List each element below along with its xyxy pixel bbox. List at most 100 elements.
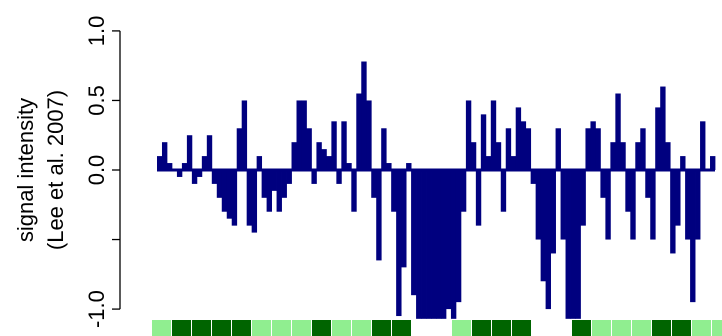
bar	[580, 170, 586, 226]
bar	[505, 128, 512, 170]
bar	[595, 128, 601, 170]
track-cell	[172, 320, 191, 336]
bar	[406, 163, 412, 170]
bar	[291, 142, 297, 170]
bar	[635, 142, 641, 170]
bar	[416, 170, 422, 319]
bar	[306, 128, 312, 170]
bar	[645, 170, 651, 198]
bar	[440, 170, 447, 319]
track-cell	[672, 320, 691, 336]
bar	[460, 170, 467, 212]
bar	[231, 170, 238, 226]
bar	[675, 170, 681, 226]
track-cell	[652, 320, 671, 336]
y-tick-label: -1.0	[84, 290, 109, 328]
track-cell	[292, 320, 311, 336]
bar	[535, 170, 542, 240]
y-axis-title: signal intensity	[13, 98, 38, 242]
bar	[470, 142, 477, 170]
bar	[376, 170, 382, 261]
bar	[500, 170, 507, 212]
track-cell	[232, 320, 251, 336]
bar	[401, 170, 407, 268]
bar	[351, 170, 357, 212]
bar	[246, 170, 253, 226]
bar	[660, 86, 666, 170]
y-axis-title: (Lee et al. 2007)	[43, 90, 68, 250]
bar	[191, 170, 198, 184]
track-cell	[152, 320, 171, 336]
bar	[450, 170, 457, 319]
bar	[510, 156, 517, 170]
bar	[271, 170, 277, 191]
track-cell	[252, 320, 271, 336]
bar	[670, 170, 676, 254]
bar	[411, 170, 417, 296]
bar	[371, 170, 377, 198]
bar	[655, 107, 661, 170]
bar	[161, 142, 168, 170]
track-cell	[692, 320, 711, 336]
bar	[700, 121, 706, 170]
bar	[211, 170, 218, 184]
bar	[530, 170, 537, 184]
track-cell	[472, 320, 491, 336]
bar	[216, 170, 223, 198]
bar	[336, 170, 342, 184]
bar	[391, 170, 397, 212]
bar	[455, 170, 462, 303]
track-cell	[332, 320, 351, 336]
bar	[356, 93, 362, 170]
track-cell	[492, 320, 511, 336]
bar	[326, 156, 332, 170]
bar	[520, 121, 527, 170]
track-cell	[192, 320, 211, 336]
bar	[381, 128, 387, 170]
track-cell	[512, 320, 531, 336]
bar	[605, 170, 611, 240]
bar	[690, 170, 696, 303]
bar	[181, 163, 188, 170]
bar	[331, 121, 337, 170]
track-cell	[612, 320, 631, 336]
bar	[685, 170, 691, 240]
bar	[386, 163, 392, 170]
bar	[236, 128, 243, 170]
bar	[286, 170, 292, 184]
bar	[176, 170, 183, 177]
bar	[555, 128, 561, 170]
track-cell	[412, 320, 431, 336]
y-tick-label: 0.5	[84, 85, 109, 116]
bar	[515, 107, 522, 170]
track-cell	[392, 320, 411, 336]
bar	[570, 170, 576, 319]
bar	[426, 170, 432, 319]
bar	[251, 170, 258, 233]
track-cell	[212, 320, 231, 336]
bar	[560, 170, 566, 240]
bar	[475, 170, 482, 226]
track-cell	[352, 320, 371, 336]
bar	[545, 170, 551, 310]
track-cell	[432, 320, 451, 336]
track-cell	[312, 320, 331, 336]
bar	[445, 170, 452, 310]
bar	[316, 142, 322, 170]
bar	[321, 149, 327, 170]
y-tick-label: 0.0	[84, 155, 109, 186]
bar	[480, 114, 487, 170]
track-cell	[712, 320, 722, 336]
bar	[346, 163, 352, 170]
bar	[625, 170, 631, 212]
bar	[226, 170, 233, 219]
bar	[525, 128, 532, 170]
y-tick-label: 1.0	[84, 16, 109, 47]
bar	[206, 135, 213, 170]
bar	[710, 156, 716, 170]
bar	[665, 142, 671, 170]
bar	[640, 128, 646, 170]
bar	[201, 156, 208, 170]
bar	[421, 170, 427, 319]
